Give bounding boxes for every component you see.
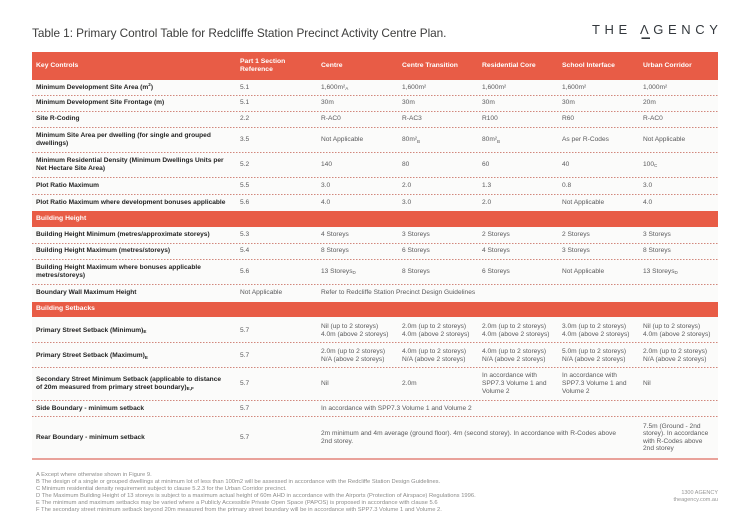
svg-text:THE ΛGENCY: THE ΛGENCY [592, 22, 719, 37]
